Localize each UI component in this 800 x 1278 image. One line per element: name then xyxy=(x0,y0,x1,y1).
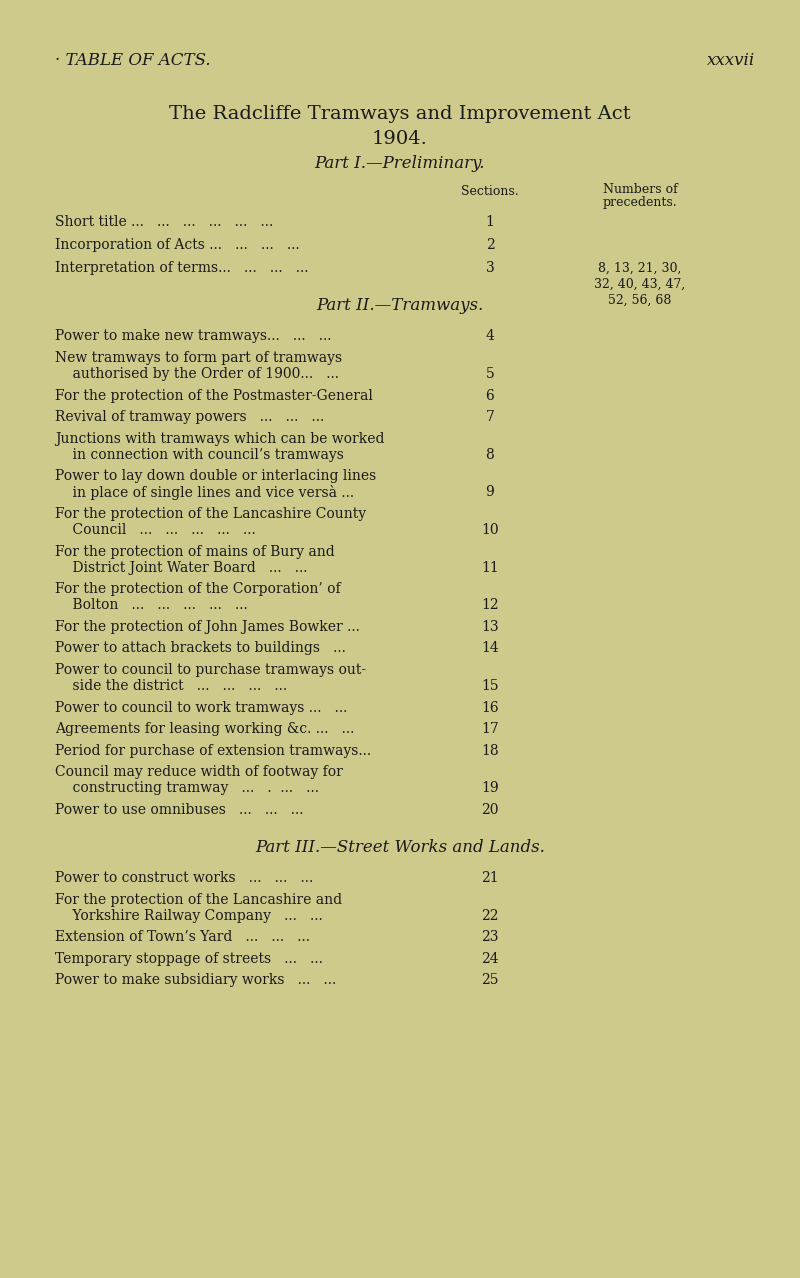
Text: 17: 17 xyxy=(481,722,499,736)
Text: Period for purchase of extension tramways...: Period for purchase of extension tramway… xyxy=(55,744,371,758)
Text: in connection with council’s tramways: in connection with council’s tramways xyxy=(55,447,344,461)
Text: Power to lay down double or interlacing lines: Power to lay down double or interlacing … xyxy=(55,469,376,483)
Text: 10: 10 xyxy=(481,523,499,537)
Text: Revival of tramway powers   ...   ...   ...: Revival of tramway powers ... ... ... xyxy=(55,410,324,424)
Text: Power to construct works   ...   ...   ...: Power to construct works ... ... ... xyxy=(55,872,314,884)
Text: Yorkshire Railway Company   ...   ...: Yorkshire Railway Company ... ... xyxy=(55,909,322,923)
Text: Temporary stoppage of streets   ...   ...: Temporary stoppage of streets ... ... xyxy=(55,952,323,966)
Text: Incorporation of Acts ...   ...   ...   ...: Incorporation of Acts ... ... ... ... xyxy=(55,238,300,252)
Text: 2: 2 xyxy=(486,238,494,252)
Text: 18: 18 xyxy=(481,744,499,758)
Text: Council may reduce width of footway for: Council may reduce width of footway for xyxy=(55,766,343,780)
Text: Power to attach brackets to buildings   ...: Power to attach brackets to buildings ..… xyxy=(55,642,346,656)
Text: For the protection of the Postmaster-General: For the protection of the Postmaster-Gen… xyxy=(55,389,373,403)
Text: District Joint Water Board   ...   ...: District Joint Water Board ... ... xyxy=(55,561,307,575)
Text: constructing tramway   ...   .  ...   ...: constructing tramway ... . ... ... xyxy=(55,781,319,795)
Text: 8: 8 xyxy=(486,447,494,461)
Text: 19: 19 xyxy=(481,781,499,795)
Text: 13: 13 xyxy=(481,620,499,634)
Text: Part II.—Tramways.: Part II.—Tramways. xyxy=(316,298,484,314)
Text: 22: 22 xyxy=(482,909,498,923)
Text: Short title ...   ...   ...   ...   ...   ...: Short title ... ... ... ... ... ... xyxy=(55,215,274,229)
Text: · TABLE OF ACTS.: · TABLE OF ACTS. xyxy=(55,52,210,69)
Text: 3: 3 xyxy=(486,262,494,275)
Text: For the protection of mains of Bury and: For the protection of mains of Bury and xyxy=(55,544,334,558)
Text: 15: 15 xyxy=(481,679,499,693)
Text: Junctions with tramways which can be worked: Junctions with tramways which can be wor… xyxy=(55,432,385,446)
Text: 32, 40, 43, 47,: 32, 40, 43, 47, xyxy=(594,277,686,290)
Text: in place of single lines and vice versà ...: in place of single lines and vice versà … xyxy=(55,486,354,501)
Text: New tramways to form part of tramways: New tramways to form part of tramways xyxy=(55,351,342,366)
Text: Numbers of: Numbers of xyxy=(602,183,678,196)
Text: Agreements for leasing working &c. ...   ...: Agreements for leasing working &c. ... .… xyxy=(55,722,354,736)
Text: authorised by the Order of 1900...   ...: authorised by the Order of 1900... ... xyxy=(55,367,339,381)
Text: Power to make subsidiary works   ...   ...: Power to make subsidiary works ... ... xyxy=(55,974,336,988)
Text: For the protection of the Lancashire and: For the protection of the Lancashire and xyxy=(55,892,342,906)
Text: 7: 7 xyxy=(486,410,494,424)
Text: 4: 4 xyxy=(486,330,494,344)
Text: Power to council to purchase tramways out-: Power to council to purchase tramways ou… xyxy=(55,663,366,677)
Text: 1904.: 1904. xyxy=(372,130,428,148)
Text: 9: 9 xyxy=(486,486,494,500)
Text: Extension of Town’s Yard   ...   ...   ...: Extension of Town’s Yard ... ... ... xyxy=(55,930,310,944)
Text: 52, 56, 68: 52, 56, 68 xyxy=(608,294,672,307)
Text: For the protection of John James Bowker ...: For the protection of John James Bowker … xyxy=(55,620,360,634)
Text: Part I.—Preliminary.: Part I.—Preliminary. xyxy=(314,155,486,173)
Text: 14: 14 xyxy=(481,642,499,656)
Text: xxxvii: xxxvii xyxy=(706,52,755,69)
Text: 5: 5 xyxy=(486,367,494,381)
Text: 24: 24 xyxy=(481,952,499,966)
Text: 16: 16 xyxy=(481,700,499,714)
Text: side the district   ...   ...   ...   ...: side the district ... ... ... ... xyxy=(55,679,287,693)
Text: Power to use omnibuses   ...   ...   ...: Power to use omnibuses ... ... ... xyxy=(55,803,303,817)
Text: Power to make new tramways...   ...   ...: Power to make new tramways... ... ... xyxy=(55,330,331,344)
Text: Power to council to work tramways ...   ...: Power to council to work tramways ... ..… xyxy=(55,700,347,714)
Text: 6: 6 xyxy=(486,389,494,403)
Text: For the protection of the Lancashire County: For the protection of the Lancashire Cou… xyxy=(55,507,366,521)
Text: 1: 1 xyxy=(486,215,494,229)
Text: 8, 13, 21, 30,: 8, 13, 21, 30, xyxy=(598,262,682,275)
Text: The Radcliffe Tramways and Improvement Act: The Radcliffe Tramways and Improvement A… xyxy=(169,105,631,123)
Text: Council   ...   ...   ...   ...   ...: Council ... ... ... ... ... xyxy=(55,523,256,537)
Text: Part III.—Street Works and Lands.: Part III.—Street Works and Lands. xyxy=(255,838,545,856)
Text: Bolton   ...   ...   ...   ...   ...: Bolton ... ... ... ... ... xyxy=(55,598,248,612)
Text: 25: 25 xyxy=(482,974,498,988)
Text: Sections.: Sections. xyxy=(461,185,519,198)
Text: For the protection of the Corporation’ of: For the protection of the Corporation’ o… xyxy=(55,583,341,597)
Text: 21: 21 xyxy=(481,872,499,884)
Text: precedents.: precedents. xyxy=(602,196,678,210)
Text: 11: 11 xyxy=(481,561,499,575)
Text: 20: 20 xyxy=(482,803,498,817)
Text: 23: 23 xyxy=(482,930,498,944)
Text: Interpretation of terms...   ...   ...   ...: Interpretation of terms... ... ... ... xyxy=(55,262,309,275)
Text: 12: 12 xyxy=(481,598,499,612)
